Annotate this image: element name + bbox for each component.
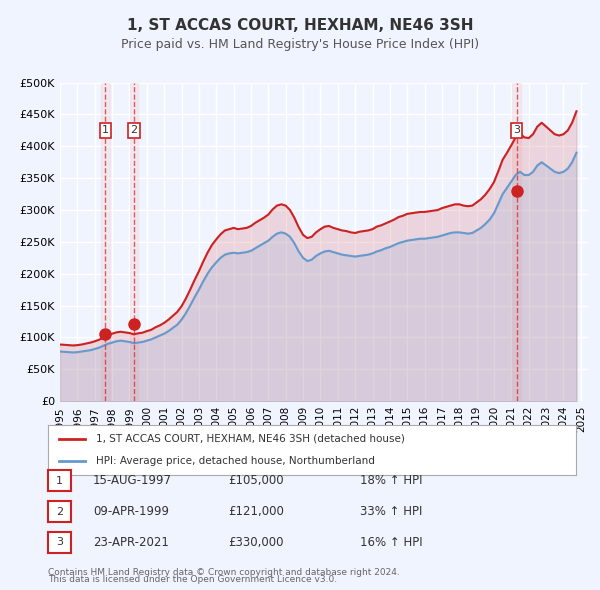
Text: 2: 2: [56, 507, 63, 516]
Text: 16% ↑ HPI: 16% ↑ HPI: [360, 536, 422, 549]
Text: 09-APR-1999: 09-APR-1999: [93, 505, 169, 518]
Text: 33% ↑ HPI: 33% ↑ HPI: [360, 505, 422, 518]
Text: £105,000: £105,000: [228, 474, 284, 487]
Text: 15-AUG-1997: 15-AUG-1997: [93, 474, 172, 487]
Text: 3: 3: [513, 126, 520, 135]
Text: 1: 1: [102, 126, 109, 135]
Text: 23-APR-2021: 23-APR-2021: [93, 536, 169, 549]
Text: £121,000: £121,000: [228, 505, 284, 518]
Bar: [512, 83, 521, 401]
Text: This data is licensed under the Open Government Licence v3.0.: This data is licensed under the Open Gov…: [48, 575, 337, 584]
Bar: [130, 83, 139, 401]
Text: £330,000: £330,000: [228, 536, 284, 549]
Text: HPI: Average price, detached house, Northumberland: HPI: Average price, detached house, Nort…: [95, 456, 374, 466]
Bar: [101, 83, 110, 401]
Text: 2: 2: [131, 126, 137, 135]
Text: Contains HM Land Registry data © Crown copyright and database right 2024.: Contains HM Land Registry data © Crown c…: [48, 568, 400, 577]
Text: 3: 3: [56, 537, 63, 547]
Text: 1: 1: [56, 476, 63, 486]
Text: Price paid vs. HM Land Registry's House Price Index (HPI): Price paid vs. HM Land Registry's House …: [121, 38, 479, 51]
Text: 1, ST ACCAS COURT, HEXHAM, NE46 3SH (detached house): 1, ST ACCAS COURT, HEXHAM, NE46 3SH (det…: [95, 434, 404, 444]
Text: 1, ST ACCAS COURT, HEXHAM, NE46 3SH: 1, ST ACCAS COURT, HEXHAM, NE46 3SH: [127, 18, 473, 32]
Text: 18% ↑ HPI: 18% ↑ HPI: [360, 474, 422, 487]
